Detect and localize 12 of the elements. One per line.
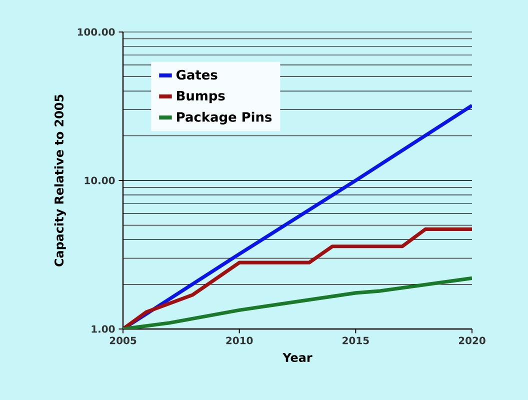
y-tick-label: 100.00 (78, 28, 115, 36)
x-axis-title: Year (282, 353, 312, 362)
legend-label: Gates (176, 70, 218, 80)
x-tick-label: 2020 (458, 336, 486, 344)
x-tick-label: 2010 (226, 336, 253, 344)
y-tick-label: 1.00 (92, 325, 115, 333)
x-tick-label: 2005 (110, 336, 136, 344)
y-tick-label: 10.00 (84, 176, 115, 184)
x-tick-label: 2015 (342, 336, 369, 344)
legend-label: Bumps (177, 90, 225, 104)
legend-label: Package Pins (177, 112, 272, 124)
y-axis-title: Capacity Relative to 2005 (54, 94, 66, 266)
